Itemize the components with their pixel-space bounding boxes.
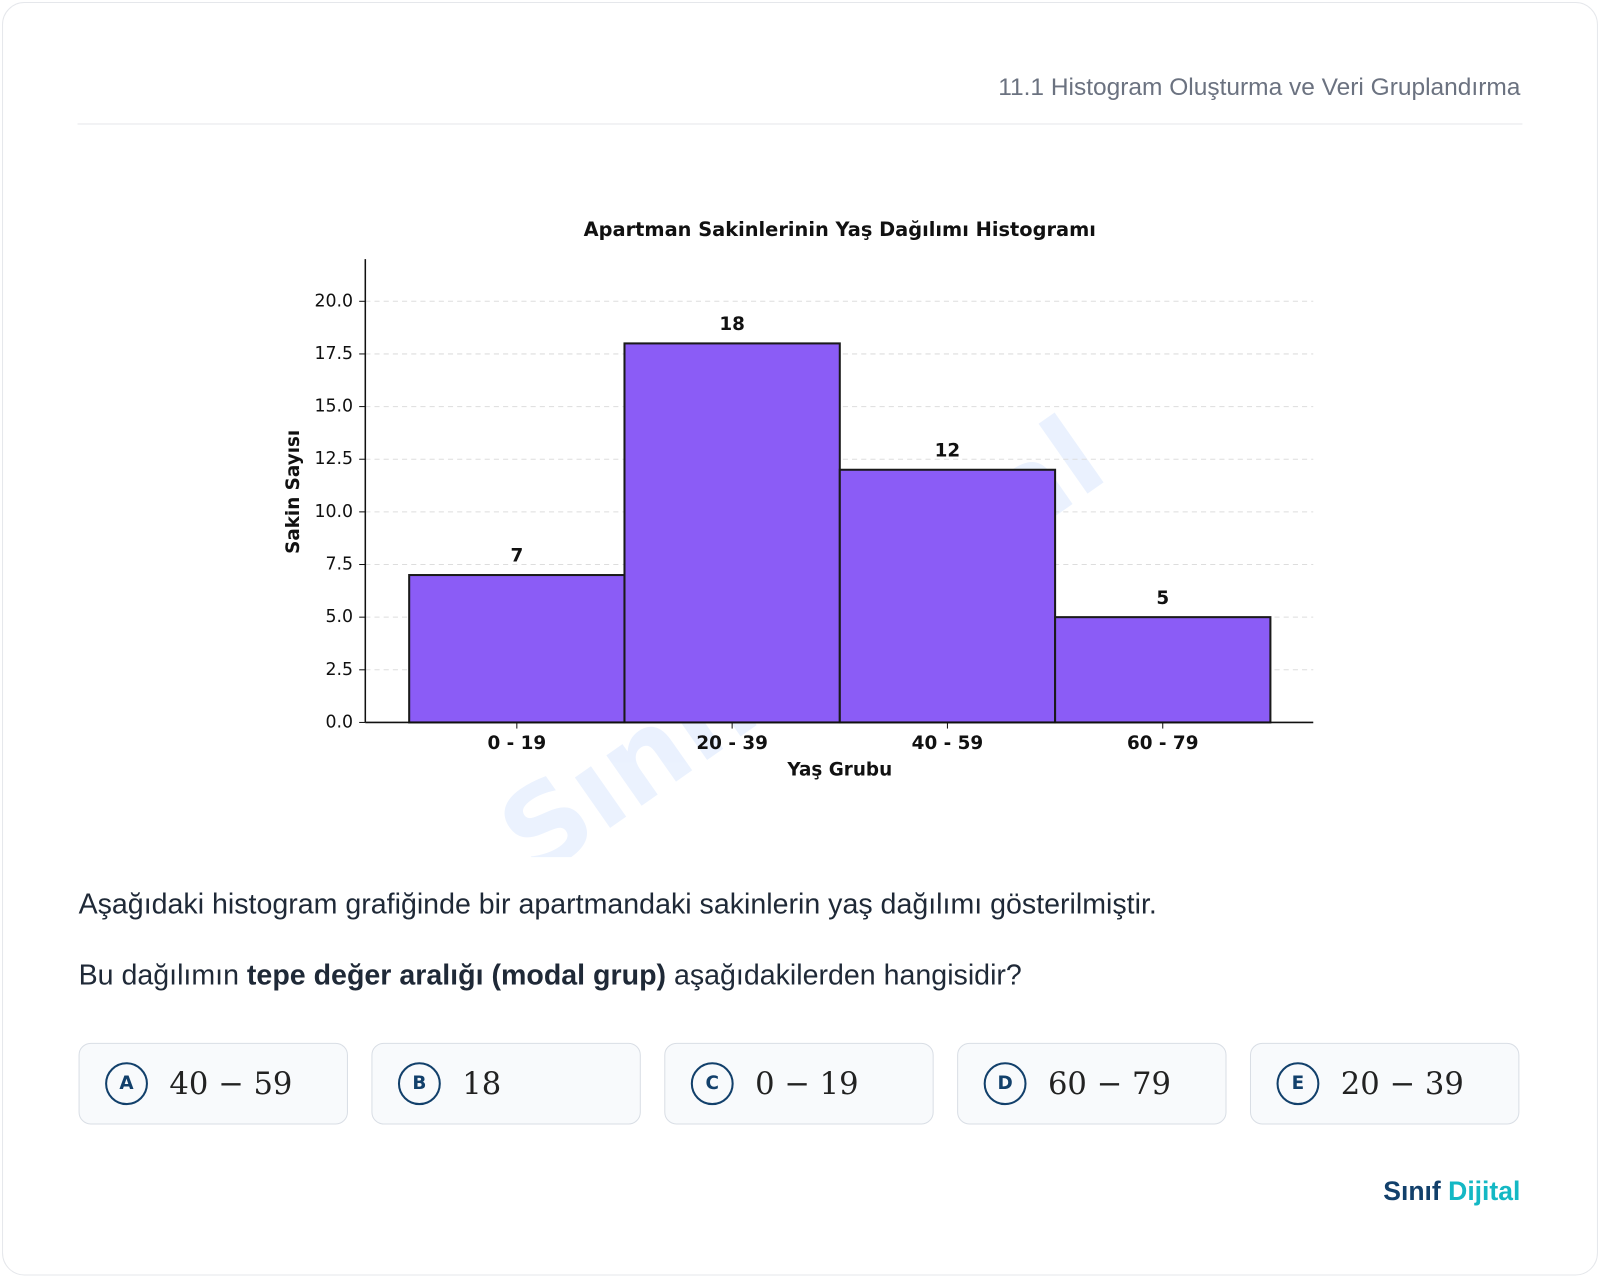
data-label: 7	[510, 546, 523, 567]
question-text: aşağıdakilerden hangisidir?	[666, 959, 1022, 991]
question: Bu dağılımın tepe değer aralığı (modal g…	[79, 959, 1022, 992]
option-text: 20 − 39	[1340, 1066, 1464, 1103]
header-title: 11.1 Histogram Oluşturma ve Veri Gruplan…	[998, 73, 1521, 102]
option-text: 18	[462, 1066, 502, 1103]
y-tick-label: 10.0	[314, 502, 353, 522]
data-label: 12	[935, 440, 961, 461]
divider	[77, 123, 1523, 125]
y-tick-label: 7.5	[325, 555, 353, 575]
option-text: 40 − 59	[169, 1066, 293, 1103]
option-letter: E	[1276, 1062, 1320, 1106]
brand-second: Dijital	[1448, 1175, 1521, 1207]
data-label: 18	[719, 314, 745, 335]
option[interactable]: A 40 − 59	[78, 1042, 348, 1125]
question-text: Bu dağılımın	[78, 959, 247, 991]
y-tick-label: 0.0	[325, 712, 353, 732]
x-tick-label: 40 - 59	[912, 733, 984, 754]
bar	[623, 342, 841, 724]
y-axis-label: Sakin Sayısı	[283, 430, 304, 554]
x-axis-label: Yaş Grubu	[786, 759, 892, 780]
option[interactable]: C 0 − 19	[664, 1042, 934, 1125]
y-tick-label: 20.0	[314, 291, 353, 311]
option[interactable]: B 18	[371, 1042, 641, 1125]
x-tick-label: 20 - 39	[696, 733, 768, 754]
brand: Sınıf Dijital	[1383, 1176, 1520, 1208]
question-emphasis: tepe değer aralığı (modal grup)	[246, 959, 667, 991]
option-letter: D	[983, 1062, 1027, 1106]
bar	[838, 468, 1057, 724]
option-text: 0 − 19	[755, 1066, 859, 1103]
y-tick-label: 15.0	[314, 397, 353, 417]
y-tick-label: 2.5	[325, 660, 353, 680]
y-tick-label: 5.0	[325, 607, 353, 627]
data-label: 5	[1156, 588, 1169, 609]
x-tick-label: 0 - 19	[487, 733, 546, 754]
y-tick-label: 12.5	[314, 449, 353, 469]
brand-first: Sınıf	[1383, 1175, 1441, 1207]
bar	[1054, 616, 1272, 724]
chart: Sınıf Dijital Apartman Sakinlerinin Yaş …	[283, 218, 1314, 857]
option[interactable]: D 60 − 79	[957, 1042, 1227, 1125]
bar	[408, 574, 626, 724]
option-letter: C	[690, 1062, 734, 1106]
option-text: 60 − 79	[1047, 1066, 1171, 1103]
x-tick-label: 60 - 79	[1127, 733, 1199, 754]
option-letter: B	[397, 1062, 441, 1106]
question-intro: Aşağıdaki histogram grafiğinde bir apart…	[78, 887, 1157, 920]
option[interactable]: E 20 − 39	[1249, 1042, 1520, 1125]
chart-title: Apartman Sakinlerinin Yaş Dağılımı Histo…	[584, 218, 1096, 241]
y-tick-label: 17.5	[314, 344, 353, 364]
option-letter: A	[105, 1062, 148, 1106]
